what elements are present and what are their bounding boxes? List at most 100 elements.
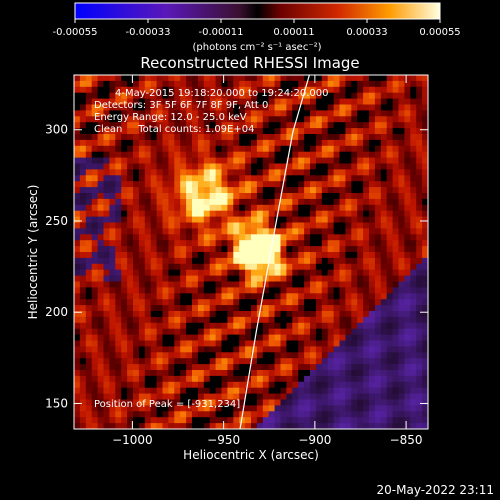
heatmap-cell xyxy=(127,80,134,88)
heatmap-cell xyxy=(127,387,134,394)
heatmap-cell xyxy=(245,346,252,353)
heatmap-cell xyxy=(97,187,104,194)
heatmap-cell xyxy=(85,263,93,271)
heatmap-cell xyxy=(268,358,275,365)
heatmap-cell xyxy=(215,139,222,147)
heatmap-cell xyxy=(239,358,246,365)
heatmap-cell xyxy=(386,305,393,312)
heatmap-cell xyxy=(192,157,199,164)
heatmap-cell xyxy=(103,299,110,306)
heatmap-cell xyxy=(144,411,152,418)
heatmap-cell xyxy=(315,299,323,306)
heatmap-cell xyxy=(156,134,163,141)
heatmap-cell xyxy=(85,269,93,276)
heatmap-cell xyxy=(310,181,317,188)
heatmap-cell xyxy=(109,104,116,111)
heatmap-cell xyxy=(162,423,169,429)
heatmap-cell xyxy=(156,75,163,82)
heatmap-cell xyxy=(168,252,175,259)
heatmap-cell xyxy=(274,169,281,176)
heatmap-cell xyxy=(85,234,93,241)
heatmap-cell xyxy=(103,157,110,164)
heatmap-cell xyxy=(392,187,399,194)
heatmap-cell xyxy=(404,399,411,406)
heatmap-cell xyxy=(398,358,405,365)
heatmap-cell xyxy=(404,181,411,188)
heatmap-cell xyxy=(233,216,240,223)
heatmap-cell xyxy=(203,222,211,229)
heatmap-cell xyxy=(351,328,358,335)
heatmap-cell xyxy=(144,328,152,335)
heatmap-cell xyxy=(215,257,222,265)
heatmap-cell xyxy=(144,75,152,82)
heatmap-cell xyxy=(315,281,323,288)
heatmap-cell xyxy=(380,204,388,212)
heatmap-cell xyxy=(221,80,228,88)
heatmap-cell xyxy=(274,334,281,341)
heatmap-cell xyxy=(227,305,234,312)
heatmap-cell xyxy=(209,92,216,99)
heatmap-cell xyxy=(115,328,122,335)
heatmap-cell xyxy=(115,352,122,359)
heatmap-cell xyxy=(115,311,122,318)
heatmap-cell xyxy=(380,80,388,88)
heatmap-cell xyxy=(192,234,199,241)
heatmap-cell xyxy=(386,352,393,359)
heatmap-cell xyxy=(410,145,417,153)
heatmap-cell xyxy=(239,275,246,282)
heatmap-cell xyxy=(168,263,175,271)
heatmap-cell xyxy=(221,134,228,141)
heatmap-cell xyxy=(268,399,275,406)
heatmap-cell xyxy=(416,381,423,389)
heatmap-cell xyxy=(168,151,175,158)
heatmap-cell xyxy=(115,193,122,200)
heatmap-cell xyxy=(321,134,329,141)
heatmap-cell xyxy=(144,139,152,147)
heatmap-cell xyxy=(115,281,122,288)
heatmap-cell xyxy=(227,210,234,217)
heatmap-cell xyxy=(351,98,358,105)
heatmap-cell xyxy=(363,122,370,129)
heatmap-cell xyxy=(398,340,405,347)
heatmap-cell xyxy=(186,222,193,229)
heatmap-cell xyxy=(74,399,81,406)
heatmap-cell xyxy=(286,240,293,247)
heatmap-cell xyxy=(121,364,128,371)
heatmap-cell xyxy=(168,204,175,212)
heatmap-cell xyxy=(233,98,240,105)
heatmap-cell xyxy=(74,222,81,229)
heatmap-cell xyxy=(97,204,104,212)
heatmap-cell xyxy=(304,134,311,141)
heatmap-cell xyxy=(280,364,287,371)
heatmap-cell xyxy=(97,92,104,99)
heatmap-cell xyxy=(380,305,388,312)
heatmap-cell xyxy=(274,104,281,111)
heatmap-cell xyxy=(315,305,323,312)
heatmap-cell xyxy=(85,157,93,164)
heatmap-cell xyxy=(315,387,323,394)
heatmap-cell xyxy=(369,293,376,300)
heatmap-cell xyxy=(351,346,358,353)
heatmap-cell xyxy=(351,322,358,330)
heatmap-cell xyxy=(74,80,81,88)
heatmap-cell xyxy=(251,287,258,294)
heatmap-cell xyxy=(174,104,181,111)
heatmap-cell xyxy=(156,387,163,394)
heatmap-cell xyxy=(398,257,405,265)
heatmap-cell xyxy=(79,169,87,176)
heatmap-cell xyxy=(333,257,340,265)
heatmap-cell xyxy=(292,316,299,324)
heatmap-cell xyxy=(339,399,346,406)
heatmap-cell xyxy=(74,287,81,294)
heatmap-cell xyxy=(256,387,264,394)
heatmap-cell xyxy=(162,222,169,229)
heatmap-cell xyxy=(97,104,104,111)
heatmap-cell xyxy=(109,169,116,176)
heatmap-cell xyxy=(144,246,152,253)
heatmap-cell xyxy=(133,175,140,182)
heatmap-cell xyxy=(380,240,388,247)
heatmap-cell xyxy=(127,122,134,129)
heatmap-cell xyxy=(233,86,240,94)
heatmap-cell xyxy=(374,358,382,365)
heatmap-cell xyxy=(115,110,122,117)
